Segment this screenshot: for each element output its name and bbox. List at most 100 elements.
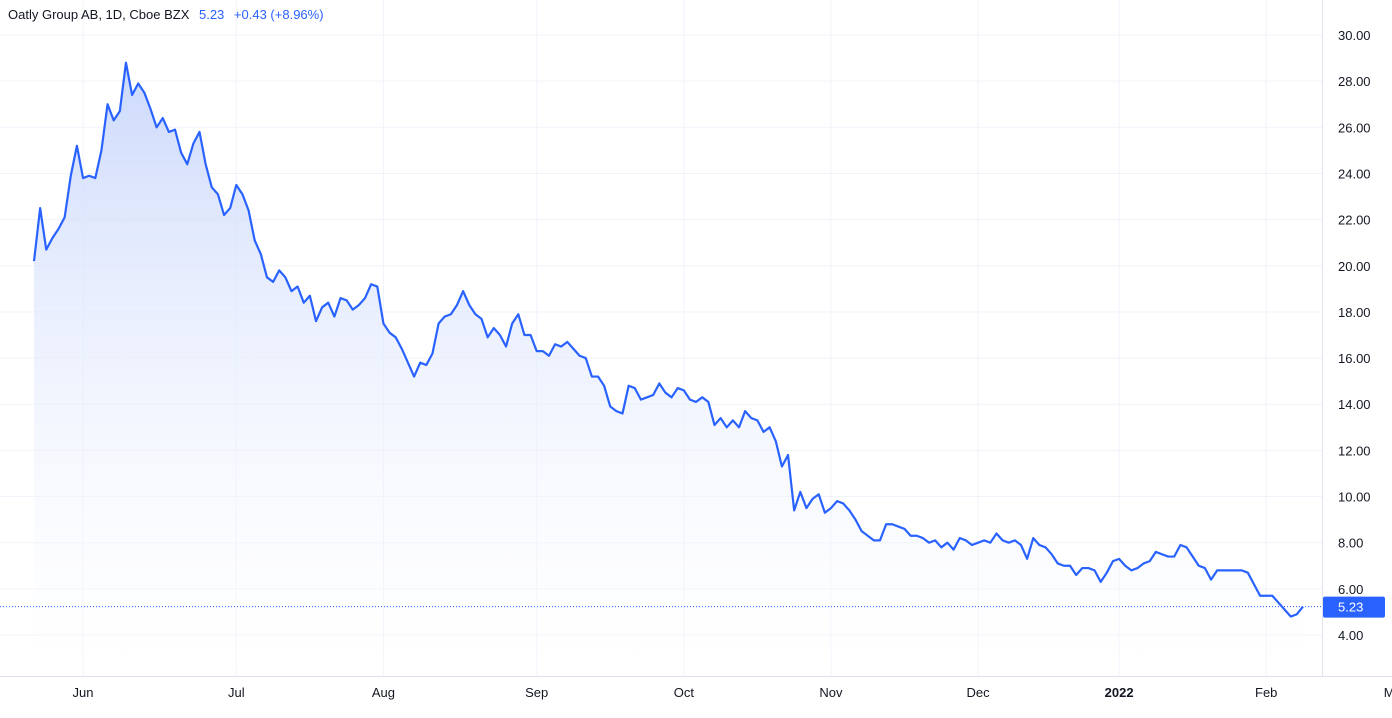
data-point xyxy=(468,304,470,306)
data-point xyxy=(1167,556,1169,558)
data-point xyxy=(1008,542,1010,544)
data-point xyxy=(333,316,335,318)
data-point xyxy=(51,237,53,239)
data-point xyxy=(965,539,967,541)
data-point xyxy=(107,103,109,105)
data-point xyxy=(1271,595,1273,597)
data-point xyxy=(168,131,170,133)
data-point xyxy=(340,297,342,299)
data-point xyxy=(916,535,918,537)
data-point xyxy=(1112,560,1114,562)
y-tick-label: 30.00 xyxy=(1338,28,1371,43)
data-point xyxy=(591,376,593,378)
data-point xyxy=(793,509,795,511)
data-point xyxy=(1026,558,1028,560)
price-line xyxy=(32,61,1304,618)
data-point xyxy=(983,539,985,541)
data-point xyxy=(1277,602,1279,604)
data-point xyxy=(548,355,550,357)
data-point xyxy=(76,145,78,147)
data-point xyxy=(904,528,906,530)
data-point xyxy=(113,119,115,121)
price-change: +0.43 (+8.96%) xyxy=(233,7,324,22)
data-point xyxy=(946,542,948,544)
data-point xyxy=(370,283,372,285)
data-point xyxy=(1198,565,1200,567)
data-point xyxy=(419,362,421,364)
data-point xyxy=(879,539,881,541)
data-point xyxy=(1032,537,1034,539)
data-point xyxy=(523,334,525,336)
data-point xyxy=(1100,581,1102,583)
data-point xyxy=(1045,546,1047,548)
area-fill-path xyxy=(34,62,1303,676)
data-point xyxy=(658,382,660,384)
data-point xyxy=(836,500,838,502)
data-point xyxy=(450,313,452,315)
y-tick-label: 10.00 xyxy=(1338,490,1371,505)
data-point xyxy=(1124,565,1126,567)
data-point xyxy=(309,295,311,297)
data-point xyxy=(481,318,483,320)
data-point xyxy=(156,126,158,128)
data-point xyxy=(560,346,562,348)
data-point xyxy=(756,419,758,421)
data-point xyxy=(934,539,936,541)
x-tick-label: Oct xyxy=(674,685,695,700)
data-point xyxy=(597,376,599,378)
data-point xyxy=(959,537,961,539)
data-point xyxy=(683,389,685,391)
data-point xyxy=(824,512,826,514)
data-point xyxy=(303,302,305,304)
data-point xyxy=(70,175,72,177)
data-point xyxy=(775,440,777,442)
data-point xyxy=(425,364,427,366)
data-point xyxy=(677,387,679,389)
y-tick-label: 28.00 xyxy=(1338,74,1371,89)
data-point xyxy=(634,387,636,389)
data-point xyxy=(1290,616,1292,618)
data-point xyxy=(671,396,673,398)
data-point xyxy=(861,530,863,532)
data-point xyxy=(131,94,133,96)
price-series-line xyxy=(32,61,1304,618)
data-point xyxy=(953,549,955,551)
data-point xyxy=(732,419,734,421)
data-point xyxy=(180,152,182,154)
data-point xyxy=(229,207,231,209)
data-point xyxy=(1075,574,1077,576)
data-point xyxy=(511,322,513,324)
data-point xyxy=(456,304,458,306)
data-point xyxy=(554,343,556,345)
data-point xyxy=(1173,556,1175,558)
data-point xyxy=(628,385,630,387)
data-point xyxy=(1186,546,1188,548)
data-point xyxy=(1014,539,1016,541)
data-point xyxy=(284,276,286,278)
data-point xyxy=(474,313,476,315)
data-point xyxy=(787,454,789,456)
y-tick-label: 8.00 xyxy=(1338,536,1363,551)
data-point xyxy=(358,304,360,306)
data-point xyxy=(1204,567,1206,569)
data-point xyxy=(499,334,501,336)
data-point xyxy=(842,502,844,504)
data-point xyxy=(609,406,611,408)
data-point xyxy=(1130,569,1132,571)
data-point xyxy=(211,186,213,188)
data-point xyxy=(199,131,201,133)
data-point xyxy=(395,336,397,338)
data-point xyxy=(94,177,96,179)
data-point xyxy=(217,193,219,195)
data-point xyxy=(603,385,605,387)
data-point xyxy=(897,526,899,528)
data-point xyxy=(1038,544,1040,546)
data-point xyxy=(517,313,519,315)
y-tick-label: 6.00 xyxy=(1338,582,1363,597)
data-point xyxy=(848,509,850,511)
last-price-badge-label: 5.23 xyxy=(1338,600,1363,615)
data-point xyxy=(407,362,409,364)
data-point xyxy=(769,426,771,428)
